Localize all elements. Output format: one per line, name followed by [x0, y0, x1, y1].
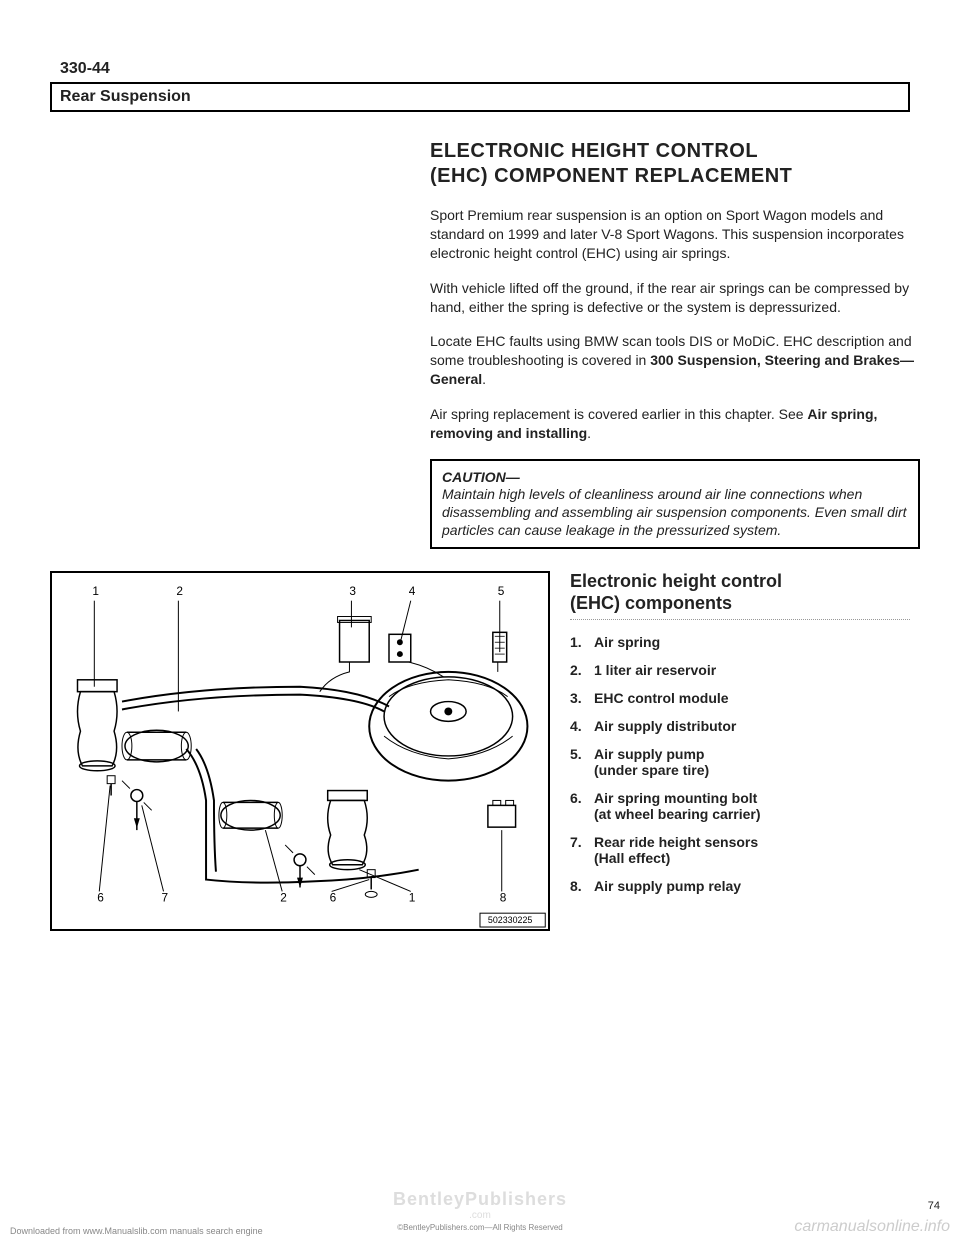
- callout-2-bottom: 2: [280, 891, 287, 905]
- item-num: 5.: [570, 746, 594, 778]
- list-item: 1.Air spring: [570, 634, 910, 650]
- content-area: ELECTRONIC HEIGHT CONTROL (EHC) COMPONEN…: [50, 140, 910, 931]
- paragraph-1: Sport Premium rear suspension is an opti…: [430, 206, 920, 263]
- list-item: 7.Rear ride height sensors(Hall effect): [570, 834, 910, 866]
- item-sub: (under spare tire): [594, 762, 709, 778]
- p4-text-c: .: [587, 425, 591, 441]
- paragraph-4: Air spring replacement is covered earlie…: [430, 405, 920, 443]
- item-num: 6.: [570, 790, 594, 822]
- mounting-bolt-left: [107, 776, 115, 796]
- relay: [488, 801, 516, 828]
- callout-6-bottom: 6: [97, 891, 104, 905]
- list-item: 6.Air spring mounting bolt(at wheel bear…: [570, 790, 910, 822]
- list-item: 5.Air supply pump(under spare tire): [570, 746, 910, 778]
- callout-1-top: 1: [92, 584, 99, 598]
- item-sub: (Hall effect): [594, 850, 758, 866]
- item-name: Air spring: [594, 634, 660, 650]
- item-num: 2.: [570, 662, 594, 678]
- components-title-2: (EHC) components: [570, 593, 910, 620]
- heading-line1: ELECTRONIC HEIGHT CONTROL: [430, 140, 920, 163]
- callout-8-bottom: 8: [500, 891, 507, 905]
- figure-id: 502330225: [488, 916, 532, 926]
- item-num: 8.: [570, 878, 594, 894]
- page-number: 330-44: [50, 60, 910, 78]
- item-name: Rear ride height sensors: [594, 834, 758, 850]
- components-title-1: Electronic height control: [570, 571, 910, 593]
- publisher-watermark: BentleyPublishers: [0, 1189, 960, 1210]
- item-name: EHC control module: [594, 690, 729, 706]
- callout-6b-bottom: 6: [330, 891, 337, 905]
- components-column: Electronic height control (EHC) componen…: [570, 571, 910, 931]
- list-item: 4.Air supply distributor: [570, 718, 910, 734]
- components-list: 1.Air spring 2.1 liter air reservoir 3.E…: [570, 634, 910, 894]
- item-name: Air supply pump relay: [594, 878, 741, 894]
- paragraph-2: With vehicle lifted off the ground, if t…: [430, 279, 920, 317]
- list-item: 3.EHC control module: [570, 690, 910, 706]
- item-num: 1.: [570, 634, 594, 650]
- footer-pagenum: 74: [928, 1200, 940, 1212]
- mounting-bolt-right: [365, 870, 377, 898]
- section-header: Rear Suspension: [50, 82, 910, 112]
- footer-right-watermark: carmanualsonline.info: [794, 1218, 950, 1236]
- item-name: Air supply pump: [594, 746, 704, 762]
- ehc-diagram: 1 2 3 4 5: [50, 571, 550, 931]
- caution-box: CAUTION— Maintain high levels of cleanli…: [430, 459, 920, 550]
- text-column: ELECTRONIC HEIGHT CONTROL (EHC) COMPONEN…: [430, 140, 920, 571]
- item-name: Air supply distributor: [594, 718, 736, 734]
- caution-title: CAUTION—: [442, 469, 908, 485]
- callout-7-bottom: 7: [162, 891, 169, 905]
- footer-left: Downloaded from www.Manualslib.com manua…: [10, 1226, 263, 1236]
- callout-1-bottom: 1: [409, 891, 416, 905]
- callout-2-top: 2: [176, 584, 183, 598]
- caution-text: Maintain high levels of cleanliness arou…: [442, 485, 908, 540]
- callout-5-top: 5: [498, 584, 505, 598]
- item-num: 7.: [570, 834, 594, 866]
- list-item: 8.Air supply pump relay: [570, 878, 910, 894]
- air-spring-left: [78, 680, 118, 771]
- control-module: [340, 621, 370, 663]
- air-reservoir-2: [219, 801, 282, 831]
- list-item: 2.1 liter air reservoir: [570, 662, 910, 678]
- callout-3-top: 3: [349, 584, 356, 598]
- air-reservoir: [122, 731, 191, 763]
- paragraph-3: Locate EHC faults using BMW scan tools D…: [430, 332, 920, 389]
- p4-text-a: Air spring replacement is covered earlie…: [430, 406, 807, 422]
- item-name: 1 liter air reservoir: [594, 662, 716, 678]
- heading-line2: (EHC) COMPONENT REPLACEMENT: [430, 165, 920, 188]
- air-spring-center: [328, 791, 368, 870]
- diagram-svg: 1 2 3 4 5: [52, 573, 548, 929]
- item-sub: (at wheel bearing carrier): [594, 806, 761, 822]
- item-num: 4.: [570, 718, 594, 734]
- ride-sensor-left: [122, 781, 152, 830]
- lower-row: 1 2 3 4 5: [50, 571, 910, 931]
- item-num: 3.: [570, 690, 594, 706]
- distributor: [389, 635, 411, 663]
- callout-4-top: 4: [409, 584, 416, 598]
- item-name: Air spring mounting bolt: [594, 790, 757, 806]
- air-supply-pump: [369, 672, 527, 781]
- p3-text-c: .: [482, 371, 486, 387]
